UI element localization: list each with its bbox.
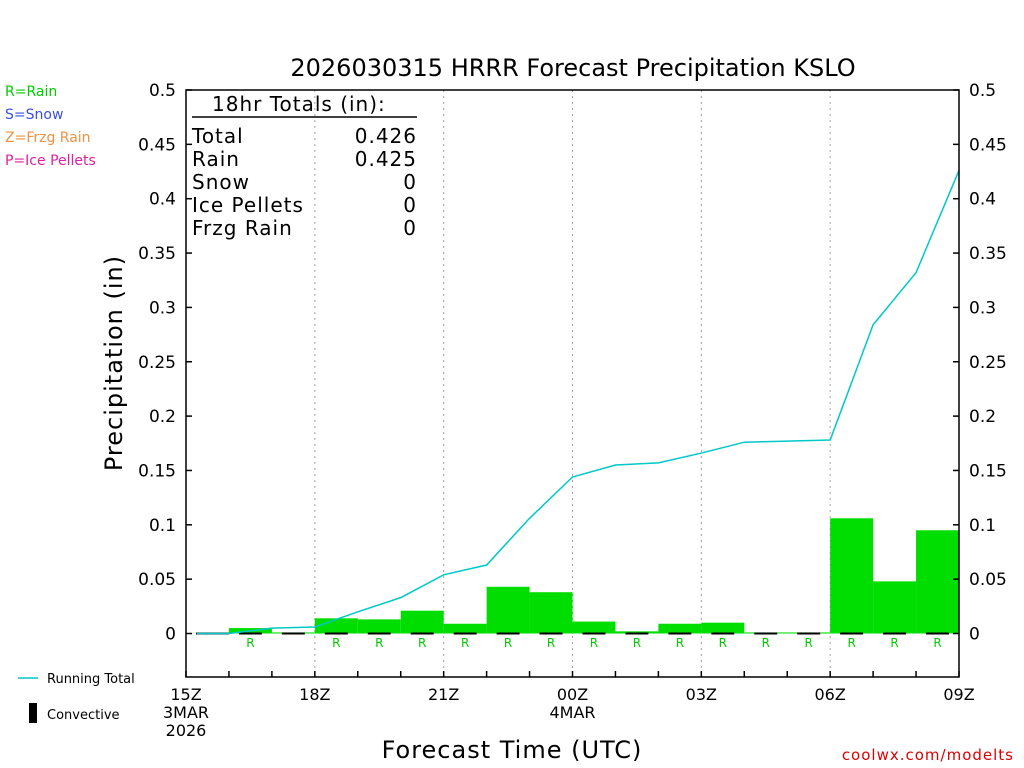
y-axis-left: 0 0.05 0.1 0.15 0.2 0.25 0.3 0.35 0.4 0.45 0.5	[138, 81, 192, 645]
bar-type-label: R	[375, 636, 383, 650]
type-legend-item: P=Ice Pellets	[5, 153, 96, 169]
totals-row-label: Frzg Rain	[192, 216, 293, 240]
bar-type-label: R	[547, 636, 555, 650]
x-tick-label: 06Z	[815, 685, 846, 704]
bar-type-label: R	[633, 636, 641, 650]
bar-type-label: R	[676, 636, 684, 650]
hourly-bar	[701, 622, 745, 634]
bar-type-label: R	[461, 636, 469, 650]
y-tick-label: 0.05	[138, 570, 176, 590]
hourly-bar	[314, 618, 358, 634]
hourly-bar	[486, 586, 530, 634]
y-tick-label: 0.3	[149, 298, 176, 318]
x-tick-label: 18Z	[299, 685, 330, 704]
bar-type-label: R	[762, 636, 770, 650]
chart-title: 2026030315 HRRR Forecast Precipitation K…	[290, 54, 855, 82]
totals-row-value: 0	[403, 193, 417, 217]
vertical-grid	[314, 90, 831, 677]
totals-header: 18hr Totals (in):	[212, 92, 386, 116]
x-tick-label: 2026	[166, 721, 207, 740]
y-tick-label: 0.25	[969, 353, 1007, 373]
bar-type-label: R	[890, 636, 898, 650]
y-tick-label: 0.15	[138, 461, 176, 481]
y-tick-label: 0.4	[969, 190, 996, 210]
hourly-bar	[830, 518, 874, 634]
running-total-line	[196, 170, 960, 635]
type-legend-item: Z=Frzg Rain	[5, 130, 91, 146]
hourly-bar	[357, 619, 401, 634]
bar-type-label: R	[719, 636, 727, 650]
hourly-bars	[228, 518, 959, 634]
type-legend-item: R=Rain	[5, 84, 57, 100]
hourly-bar	[615, 631, 659, 634]
convective-legend-label: Convective	[47, 708, 120, 723]
y-tick-label: 0.5	[969, 81, 996, 101]
totals-row-value: 0.425	[355, 147, 417, 171]
y-tick-label: 0.4	[149, 190, 176, 210]
y-tick-label: 0.5	[149, 81, 176, 101]
x-tick-label: 21Z	[428, 685, 459, 704]
bar-type-label: R	[332, 636, 340, 650]
convective-swatch	[29, 703, 37, 723]
y-tick-label: 0.45	[138, 135, 176, 155]
y-tick-label: 0.3	[969, 298, 996, 318]
hourly-bar	[916, 530, 959, 634]
totals-row-label: Rain	[192, 147, 240, 171]
hourly-bar	[529, 592, 573, 634]
hourly-bar	[443, 623, 487, 634]
totals-row-value: 0.426	[355, 124, 417, 148]
x-tick-label: 3MAR	[163, 703, 209, 722]
bar-type-label: R	[933, 636, 941, 650]
totals-row-label: Total	[191, 124, 244, 148]
bar-type-label: R	[246, 636, 254, 650]
y-tick-label: 0.2	[149, 407, 176, 427]
y-tick-label: 0.15	[969, 461, 1007, 481]
y-tick-label: 0	[165, 625, 176, 645]
hourly-bar	[873, 581, 917, 634]
x-tick-label: 15Z	[170, 685, 201, 704]
totals-row-value: 0	[403, 170, 417, 194]
y-axis-right: 0 0.05 0.1 0.15 0.2 0.25 0.3 0.35 0.4 0.45 0.5	[953, 81, 1007, 645]
bar-type-label: R	[805, 636, 813, 650]
hourly-bar	[400, 610, 444, 634]
y-tick-label: 0.05	[969, 570, 1007, 590]
bar-type-label: R	[504, 636, 512, 650]
bar-type-label: R	[847, 636, 855, 650]
precip-type-legend: R=Rain S=Snow Z=Frzg Rain P=Ice Pellets	[5, 84, 96, 169]
y-tick-label: 0.1	[149, 516, 176, 536]
credit-text: coolwx.com/modelts	[842, 746, 1014, 764]
running-total-legend-label: Running Total	[47, 672, 135, 687]
hourly-bar	[572, 621, 616, 634]
bottom-legend: Running Total Convective	[18, 672, 135, 723]
y-tick-label: 0.45	[969, 135, 1007, 155]
y-tick-label: 0.35	[138, 244, 176, 264]
y-tick-label: 0	[969, 625, 980, 645]
totals-box: 18hr Totals (in): Total 0.426 Rain 0.425 Sno…	[191, 92, 417, 240]
totals-row-label: Ice Pellets	[192, 193, 304, 217]
y-tick-label: 0.1	[969, 516, 996, 536]
x-tick-label: 03Z	[686, 685, 717, 704]
y-tick-label: 0.35	[969, 244, 1007, 264]
bar-type-label: R	[590, 636, 598, 650]
totals-row-value: 0	[403, 216, 417, 240]
type-legend-item: S=Snow	[5, 107, 63, 123]
totals-row-label: Snow	[192, 170, 250, 194]
y-axis-label: Precipitation (in)	[100, 255, 128, 471]
x-axis-label: Forecast Time (UTC)	[382, 736, 643, 764]
x-tick-label: 09Z	[943, 685, 974, 704]
bar-type-label: R	[418, 636, 426, 650]
y-tick-label: 0.2	[969, 407, 996, 427]
y-tick-label: 0.25	[138, 353, 176, 373]
x-tick-label: 4MAR	[549, 703, 595, 722]
hourly-bar	[658, 623, 702, 634]
x-tick-label: 00Z	[557, 685, 588, 704]
